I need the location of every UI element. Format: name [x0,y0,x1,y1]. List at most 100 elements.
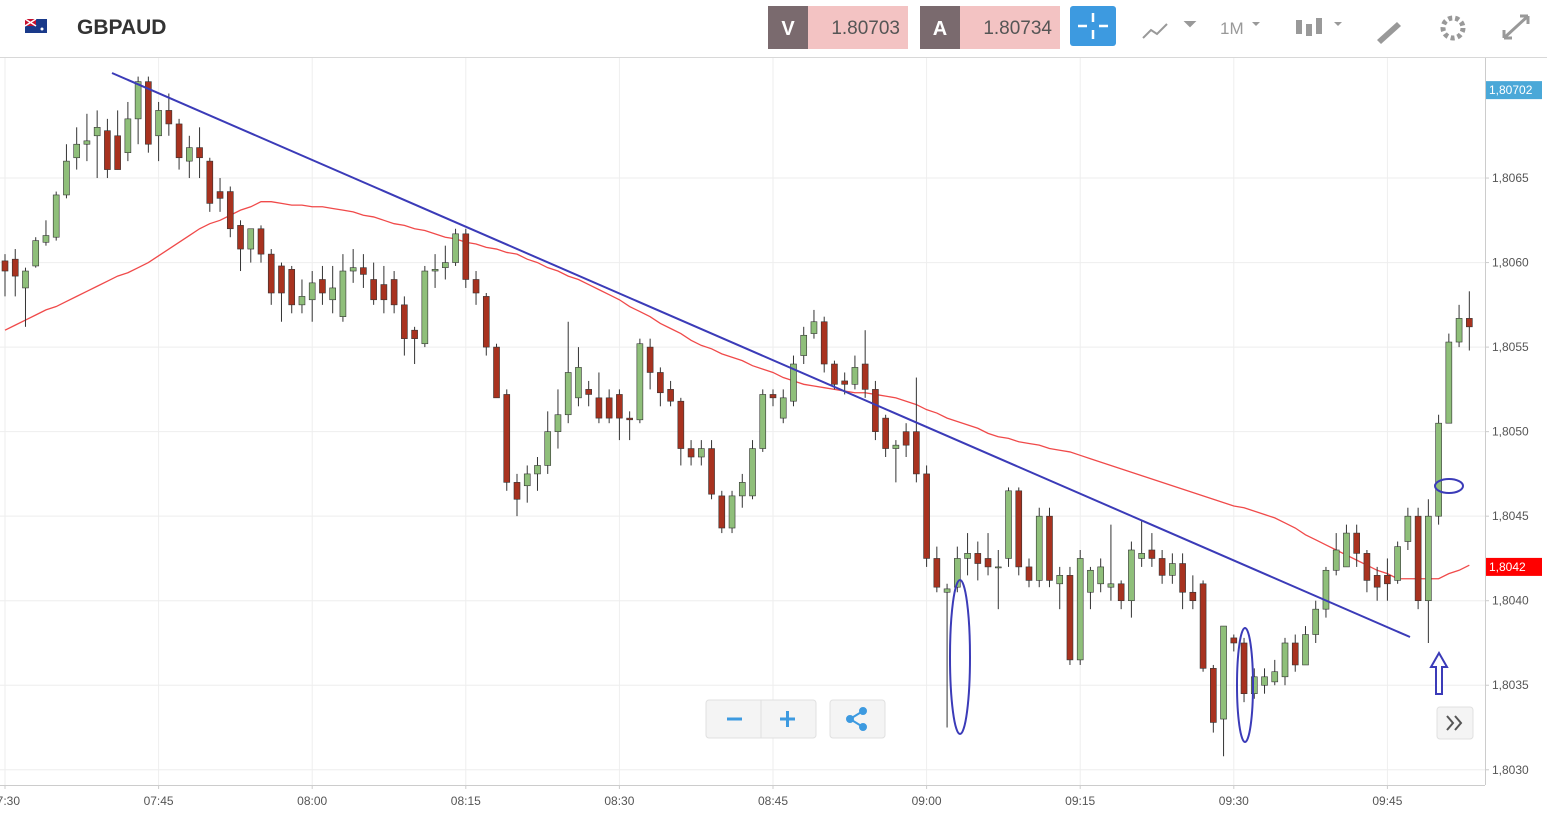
buy-button[interactable] [920,6,960,49]
candle-body [308,282,316,301]
candle-body [1005,490,1012,559]
sell-price-box[interactable] [808,6,908,49]
candle-body [247,228,255,250]
candle-body [206,160,214,204]
candle-body [564,372,572,416]
candle-body [1076,558,1084,661]
candle-body [1107,583,1115,588]
candle-body [749,448,756,497]
candle-body [237,225,244,250]
candle-body [769,394,777,399]
zoom-in-button[interactable] [780,711,795,727]
candle-body [421,270,429,345]
candle-body [278,265,285,294]
crosshair-button[interactable] [1070,6,1116,46]
candle-body [32,240,40,267]
candle-body [360,267,367,275]
chart-type-button[interactable] [1142,21,1197,39]
candle-body [1455,318,1463,343]
candle-body [196,147,203,159]
candle-body [759,394,767,449]
sell-price: 1.80703 [831,18,900,39]
candle-body [738,482,746,497]
candle-body [1,260,9,272]
buy-price: 1.80734 [983,18,1052,39]
candle-body [1220,625,1227,720]
moving-average-line [4,201,1470,580]
candle-body [861,363,869,390]
candle-body [1117,583,1125,602]
candle-body [462,233,470,280]
candle-body [401,304,408,339]
candle-body [913,431,920,475]
timeframe[interactable]: 1M [1220,19,1244,38]
candle-body [636,343,644,421]
x-tick-label: 09:15 [1065,794,1095,808]
candle-body [1199,583,1207,669]
candle-body [779,397,787,419]
candle-body [267,253,275,294]
candle-body [1210,668,1217,723]
candle-body [1250,676,1258,695]
candles-button[interactable] [1296,18,1342,36]
candle-body [288,269,296,306]
candle-body [523,473,531,487]
candle-body [216,191,224,199]
candle-body [1261,676,1268,686]
candle-body [482,296,490,348]
sell-button[interactable] [768,6,808,49]
candle-body [943,588,951,593]
candle-body [954,558,961,588]
candle-body [923,473,930,559]
price-tag-label: 1,8042 [1489,560,1526,574]
annotation-arrow [1429,650,1449,695]
candle-body [1025,566,1033,581]
candle-body [544,431,552,466]
candle-body [186,147,193,162]
candle-body [626,417,633,421]
candle-body [1148,549,1156,559]
candle-body [298,296,306,306]
candle-body [585,389,592,395]
candle-body [698,448,705,458]
candle-body [472,279,480,294]
candle-body [42,235,50,243]
annotation-ellipse [1434,478,1464,494]
draw-button[interactable] [1377,22,1401,44]
candle-body [718,495,726,529]
x-tick-label: 08:30 [604,794,634,808]
candle-body [1414,515,1422,602]
candle-body [380,284,388,301]
candle-body [442,262,449,268]
share-button[interactable] [846,707,867,731]
candle-body [667,389,674,402]
candle-body [687,448,695,458]
candle-body [851,367,859,385]
candle-body [554,414,562,432]
candle-body [1291,642,1299,666]
flag-icon [24,18,47,33]
candle-body [810,321,818,334]
candle-body [974,553,982,564]
fullscreen-button[interactable] [1502,14,1530,40]
annotation-ellipse [1236,627,1254,743]
settings-button[interactable] [1440,15,1466,41]
candle-body [1445,341,1453,424]
candle-body [431,269,439,272]
candle-body [349,267,357,272]
candle-body [1056,575,1064,585]
candle-body [1373,575,1381,588]
x-tick-label: 07:30 [0,794,20,808]
candle-body [984,558,992,568]
candle-body [513,482,521,500]
candle-body [1384,575,1391,585]
candle-body [390,279,398,306]
candle-body [1312,608,1320,635]
candle-body [1332,549,1340,571]
price-tag [1486,81,1542,100]
buy-price-box[interactable] [960,6,1060,49]
scroll-end-button[interactable] [1446,715,1463,731]
candle-body [892,444,900,449]
